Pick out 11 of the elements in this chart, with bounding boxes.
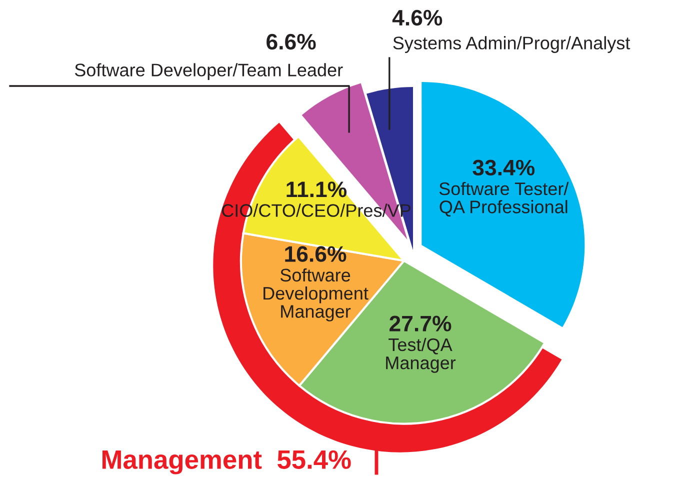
data-label: 6.6% (266, 34, 316, 50)
data-label: 33.4% (472, 160, 535, 176)
slice-label: Software Developer/Team Leader (74, 63, 343, 80)
data-label: 4.6% (392, 10, 442, 26)
slice-label: Systems Admin/Progr/Analyst (393, 36, 630, 53)
data-label: 27.7% (390, 316, 452, 332)
data-label: 16.6% (285, 246, 346, 262)
slice-label: Test/QA Manager (386, 338, 456, 373)
slice-label: Software Development Manager (264, 268, 368, 322)
slice-label: Software Tester/ QA Professional (439, 182, 569, 217)
text: Management 55.4% (102, 450, 351, 474)
